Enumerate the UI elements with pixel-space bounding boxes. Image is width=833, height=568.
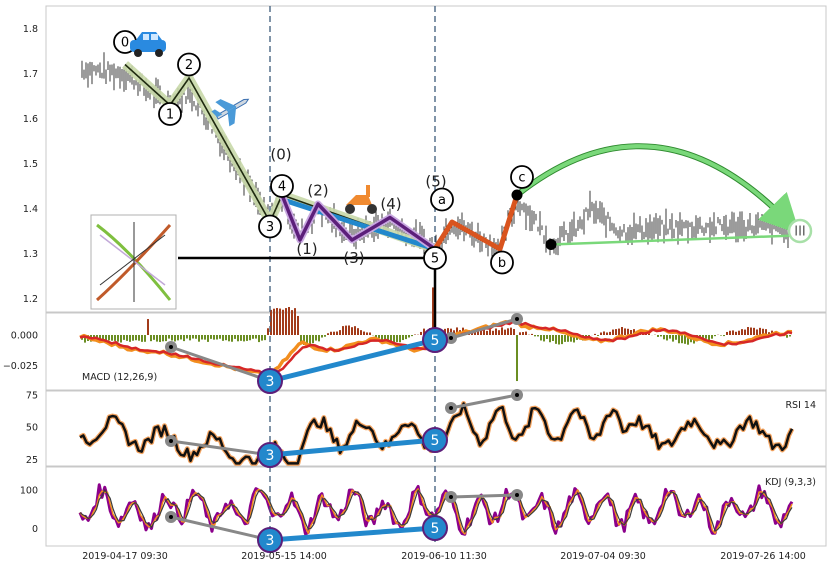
macd-wave-marker bbox=[257, 368, 283, 394]
macd-blue-divergence-line bbox=[269, 337, 436, 384]
rsi-y-tick-label: 50 bbox=[26, 423, 38, 434]
macd-wave-marker-label: 5 bbox=[431, 333, 440, 349]
kdj-y-tick-label: 0 bbox=[32, 524, 38, 535]
macd-y-tick-label: −0.025 bbox=[3, 361, 38, 372]
wave-iii-start-point bbox=[545, 239, 557, 250]
macd-panel-label: MACD (12,26,9) bbox=[82, 372, 157, 383]
rsi-grey-peak-line bbox=[450, 393, 518, 410]
wave-label-circle bbox=[270, 174, 294, 198]
wave-degree-label: (5) bbox=[425, 173, 446, 191]
wave-label-circle bbox=[158, 102, 182, 126]
x-tick-label: 2019-07-04 09:30 bbox=[560, 551, 646, 562]
wave-label: III bbox=[794, 225, 806, 240]
main-wave-line bbox=[124, 63, 436, 250]
rsi-grey-peak-dot bbox=[515, 393, 519, 397]
macd-grey-peak-dot bbox=[449, 336, 453, 340]
macd-y-tick-label: 0.000 bbox=[11, 331, 38, 342]
kdj-wave-marker bbox=[257, 527, 283, 553]
kdj-grey-divergence-dot bbox=[169, 515, 173, 519]
wave-label: b bbox=[498, 256, 506, 271]
projection-trend-line bbox=[550, 234, 796, 246]
x-tick-label: 2019-07-26 14:00 bbox=[720, 551, 806, 562]
price-y-tick-label: 1.7 bbox=[23, 69, 38, 80]
wave-label: 4 bbox=[278, 180, 286, 195]
kdj-y-tick-label: 100 bbox=[20, 486, 38, 497]
wave-degree-label: (1) bbox=[296, 240, 317, 258]
car-icon bbox=[130, 32, 166, 57]
wave-label: a bbox=[438, 193, 446, 208]
wave-degree-label: (4) bbox=[380, 195, 401, 213]
sub-wave-line bbox=[280, 194, 437, 251]
x-tick-label: 2019-04-17 09:30 bbox=[82, 551, 168, 562]
x-tick-label: 2019-06-10 11:30 bbox=[401, 551, 487, 562]
scooter-icon bbox=[345, 185, 377, 214]
price-y-tick-label: 1.3 bbox=[23, 249, 38, 260]
rsi-y-tick-label: 25 bbox=[26, 455, 38, 466]
kdj-grey-peak-dot bbox=[515, 493, 519, 497]
macd-grey-divergence-line bbox=[170, 345, 271, 383]
macd-wave-marker bbox=[422, 327, 448, 353]
rsi-wave-marker-label: 3 bbox=[266, 448, 275, 464]
blue-wave-segment bbox=[281, 197, 436, 252]
wave-c-point bbox=[511, 189, 523, 201]
wave-degree-label: (0) bbox=[270, 146, 291, 164]
wave-degree-label: (3) bbox=[343, 249, 364, 267]
kdj-wave-marker-label: 5 bbox=[431, 521, 440, 537]
price-y-tick-label: 1.2 bbox=[23, 294, 38, 305]
price-y-tick-label: 1.8 bbox=[23, 24, 38, 35]
projection-arc bbox=[515, 144, 801, 235]
rsi-grey-divergence-line bbox=[170, 439, 271, 457]
wave-label: 0 bbox=[121, 36, 129, 51]
kdj-grey-divergence-line bbox=[170, 515, 271, 542]
rsi-y-tick-label: 75 bbox=[26, 390, 38, 401]
rsi-grey-peak-dot bbox=[449, 406, 453, 410]
kdj-wave-marker bbox=[422, 515, 448, 541]
kdj-grey-peak-dot bbox=[449, 495, 453, 499]
wave-label: c bbox=[518, 171, 525, 186]
macd-grey-peak-dot bbox=[515, 317, 519, 321]
wave-label: 3 bbox=[266, 220, 274, 235]
macd-wave-marker-label: 3 bbox=[266, 374, 275, 390]
rsi-wave-marker bbox=[422, 427, 448, 453]
x-tick-label: 2019-05-15 14:00 bbox=[241, 551, 327, 562]
wave-label-circle bbox=[787, 218, 813, 244]
rsi-panel-label: RSI 14 bbox=[785, 400, 816, 411]
rsi-blue-divergence-line bbox=[269, 437, 436, 458]
abc-correction-line bbox=[432, 194, 520, 252]
rsi-grey-divergence-dot bbox=[169, 439, 173, 443]
wave-label: 1 bbox=[166, 108, 174, 123]
macd-grey-divergence-dot bbox=[169, 345, 173, 349]
price-y-tick-label: 1.5 bbox=[23, 159, 38, 170]
wave-label-circle bbox=[177, 52, 201, 77]
wave-label: 5 bbox=[431, 252, 439, 267]
inset-thumbnail bbox=[90, 214, 177, 310]
rsi-wave-marker bbox=[257, 442, 283, 468]
kdj-d-line bbox=[79, 489, 793, 533]
kdj-wave-marker-label: 3 bbox=[266, 533, 275, 549]
wave-label-circle bbox=[510, 165, 534, 189]
price-y-tick-label: 1.6 bbox=[23, 114, 38, 125]
wave-label-circle bbox=[490, 250, 514, 275]
kdj-grey-peak-line bbox=[450, 493, 518, 499]
kdj-panel-label: KDJ (9,3,3) bbox=[765, 477, 816, 488]
wave-label-circle bbox=[423, 246, 447, 270]
rsi-wave-marker-label: 5 bbox=[431, 433, 440, 449]
kdj-blue-divergence-line bbox=[269, 525, 436, 543]
wave-degree-label: (2) bbox=[307, 182, 328, 200]
price-y-tick-label: 1.4 bbox=[23, 204, 38, 215]
wave-label-circle bbox=[258, 214, 282, 239]
macd-grey-peak-line bbox=[450, 317, 518, 340]
wave-label: 2 bbox=[185, 58, 193, 73]
airplane-icon bbox=[211, 98, 250, 127]
wave-label-circle bbox=[430, 187, 454, 212]
